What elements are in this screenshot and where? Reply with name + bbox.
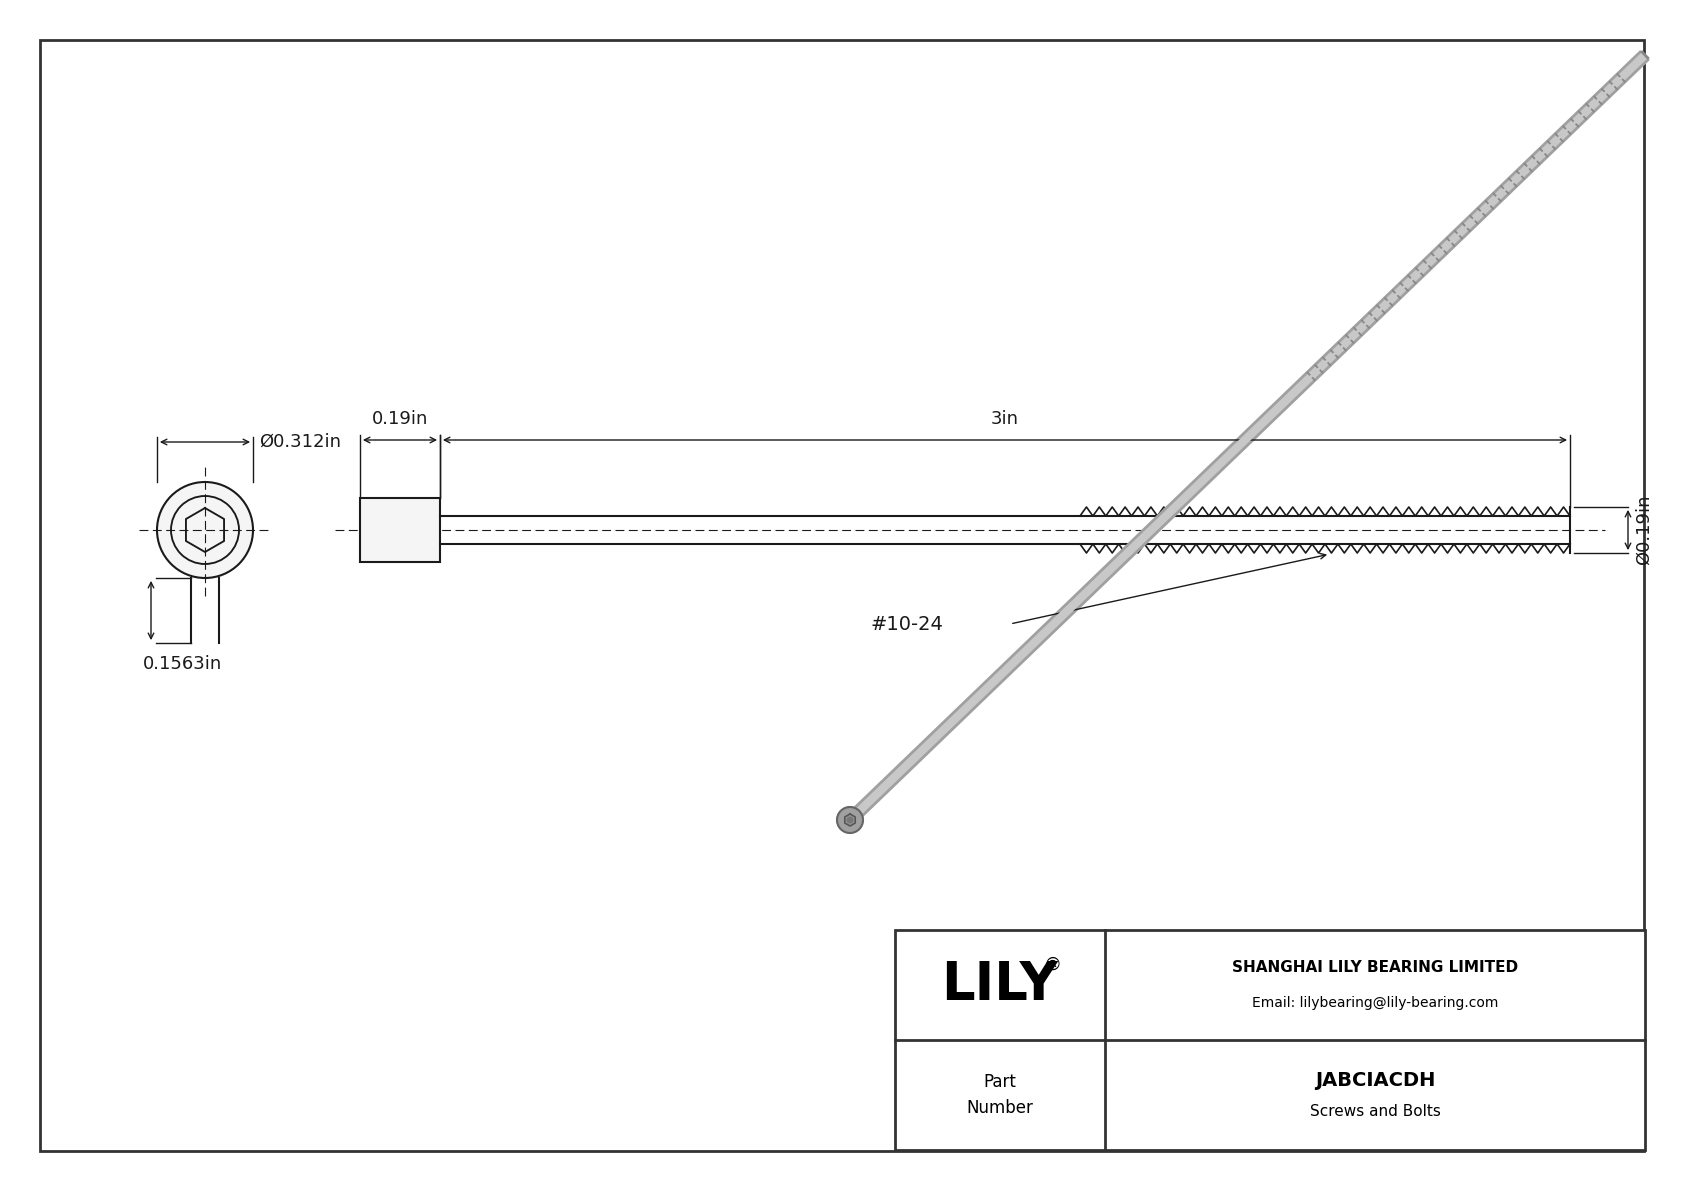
Text: 3in: 3in [990, 410, 1019, 428]
Bar [894, 930, 1645, 1151]
Text: SHANGHAI LILY BEARING LIMITED: SHANGHAI LILY BEARING LIMITED [1233, 960, 1517, 974]
Text: ®: ® [1042, 956, 1061, 974]
Bar [360, 498, 440, 562]
Circle shape [837, 807, 862, 833]
Text: Ø0.312in: Ø0.312in [259, 434, 340, 451]
Circle shape [157, 482, 253, 578]
Text: 0.1563in: 0.1563in [143, 655, 222, 673]
Circle shape [847, 817, 854, 823]
Text: #10-24: #10-24 [871, 615, 943, 634]
Text: Part
Number: Part Number [967, 1073, 1034, 1117]
Text: Email: lilybearing@lily-bearing.com: Email: lilybearing@lily-bearing.com [1251, 996, 1499, 1010]
Text: 0.19in: 0.19in [372, 410, 428, 428]
Text: JABCIACDH: JABCIACDH [1315, 1072, 1435, 1091]
Text: Screws and Bolts: Screws and Bolts [1310, 1104, 1440, 1118]
Text: LILY: LILY [941, 959, 1058, 1011]
Text: Ø0.19in: Ø0.19in [1635, 494, 1654, 566]
